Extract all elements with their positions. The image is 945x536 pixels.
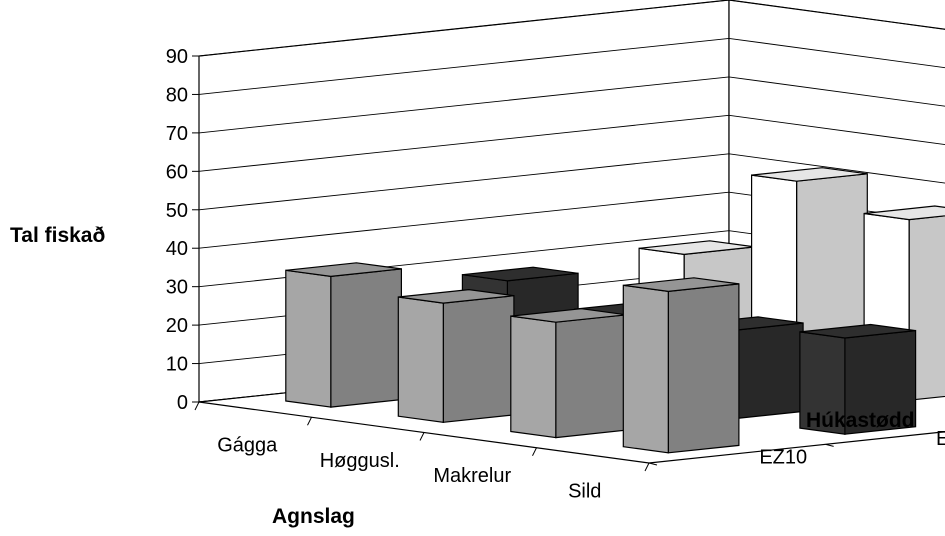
z-tick-mark (648, 462, 658, 466)
x-tick-label: Sild (568, 480, 601, 502)
bar (622, 277, 740, 454)
gridline (198, 76, 945, 134)
bar (799, 323, 917, 435)
bar-top (462, 266, 579, 282)
bar (510, 308, 628, 439)
y-tick-label: 80 (166, 84, 188, 106)
y-tick-label: 50 (166, 200, 188, 222)
x-axis-title: Agnslag (272, 505, 355, 528)
x-tick-mark (419, 432, 425, 441)
gridline (198, 37, 945, 95)
bar-front (622, 284, 669, 454)
bar-side (442, 295, 515, 423)
bar-front (397, 296, 444, 423)
bars (285, 167, 945, 454)
z-axis-title: Húkastødd (806, 409, 915, 432)
y-tick-label: 90 (166, 46, 188, 68)
gridline (198, 191, 945, 249)
z-tick-label: EZ12 (936, 428, 945, 450)
bar (285, 262, 402, 408)
gridline (198, 153, 945, 211)
x-tick-mark (644, 462, 650, 472)
x-tick-mark (307, 417, 312, 426)
bar-side (667, 283, 740, 454)
bar-top (864, 205, 945, 221)
z-tick-label: EZ10 (759, 447, 807, 469)
x-tick-label: Gágga (217, 435, 278, 457)
x-tick-label: Høggusl. (320, 450, 400, 472)
gridline (198, 0, 945, 57)
bar-side (330, 268, 402, 408)
bar-front (510, 315, 557, 439)
y-tick-label: 0 (177, 392, 188, 414)
bar-top (285, 262, 402, 278)
tick-labels: 0 10 20 30 40 50 60 70 80 90 Gágga Høggusl. Makrelur… (166, 46, 945, 502)
y-tick-label: 10 (166, 354, 188, 376)
bar-side (555, 314, 628, 439)
y-tick-label: 70 (166, 123, 188, 145)
bar-side (731, 322, 804, 420)
bar-top (799, 323, 916, 339)
y-tick-label: 40 (166, 238, 188, 260)
y-tick-label: 20 (166, 315, 188, 337)
bar-top (623, 277, 739, 293)
bar (397, 288, 515, 423)
x-tick-mark (532, 447, 537, 456)
x-tick-mark (194, 401, 200, 411)
bar-top (751, 167, 868, 182)
y-tick-label: 60 (166, 161, 188, 183)
z-tick-mark (825, 443, 834, 447)
gridline (198, 114, 945, 172)
bar-top (398, 288, 514, 304)
y-tick-label: 30 (166, 277, 188, 299)
bar-front (285, 269, 332, 408)
x-tick-label: Makrelur (433, 465, 511, 487)
y-axis-title: Tal fiskað (10, 224, 105, 247)
